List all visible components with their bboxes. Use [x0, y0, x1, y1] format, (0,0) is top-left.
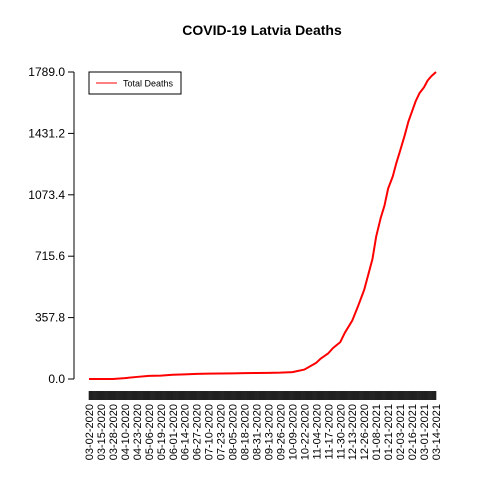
x-tick-label: 02-16-2021 — [407, 404, 419, 460]
x-tick-label: 09-13-2020 — [263, 404, 275, 460]
x-tick-label: 08-05-2020 — [228, 404, 240, 460]
x-tick-label: 02-03-2021 — [395, 404, 407, 460]
x-tick-label: 05-06-2020 — [144, 404, 156, 460]
x-tick-label: 06-01-2020 — [168, 404, 180, 460]
x-tick-label: 03-01-2021 — [419, 404, 431, 460]
x-tick-label: 12-26-2020 — [359, 404, 371, 460]
series-line-total-deaths — [89, 71, 437, 380]
x-tick-label: 08-18-2020 — [240, 404, 252, 460]
x-tick-strip — [89, 391, 436, 400]
x-tick-label: 11-04-2020 — [311, 404, 323, 459]
x-tick-label: 08-31-2020 — [252, 404, 264, 460]
y-tick-label: 0.0 — [48, 372, 65, 386]
y-tick-label: 357.8 — [35, 311, 65, 325]
x-tick-label: 03-02-2020 — [84, 404, 96, 460]
x-tick-label: 06-27-2020 — [192, 404, 204, 460]
x-tick-label: 04-10-2020 — [120, 404, 132, 460]
y-axis: 0.0 357.8 715.6 1073.4 1431.2 1789.0 — [28, 65, 75, 386]
x-tick-label: 05-19-2020 — [156, 404, 168, 460]
legend: Total Deaths — [88, 71, 182, 95]
plot-area — [89, 71, 437, 380]
x-tick-label: 10-09-2020 — [287, 404, 299, 460]
y-tick-label: 1073.4 — [28, 188, 65, 202]
x-tick-label: 03-15-2020 — [96, 404, 108, 460]
y-tick-label: 1789.0 — [28, 65, 65, 79]
x-tick-label: 11-30-2020 — [335, 404, 347, 459]
chart-title: COVID-19 Latvia Deaths — [182, 22, 342, 38]
y-tick-label: 1431.2 — [28, 126, 65, 140]
x-tick-label: 10-22-2020 — [299, 404, 311, 460]
x-axis: 03-02-2020 03-15-2020 03-28-2020 04-10-2020… — [84, 391, 443, 460]
y-tick-label: 715.6 — [35, 249, 65, 263]
x-tick-label: 09-26-2020 — [275, 404, 287, 460]
x-tick-label: 06-14-2020 — [180, 404, 192, 460]
x-tick-label: 03-14-2021 — [431, 404, 443, 460]
x-tick-label: 12-13-2020 — [347, 404, 359, 460]
x-tick-label: 07-10-2020 — [204, 404, 216, 460]
legend-box — [88, 71, 182, 95]
x-tick-label: 11-17-2020 — [323, 404, 335, 459]
x-tick-label: 01-08-2021 — [371, 404, 383, 460]
x-tick-label: 07-23-2020 — [216, 404, 228, 460]
x-tick-label: 01-21-2021 — [383, 404, 395, 460]
legend-label-total-deaths: Total Deaths — [123, 79, 174, 89]
x-tick-label: 04-23-2020 — [132, 404, 144, 460]
x-tick-label: 03-28-2020 — [108, 404, 120, 460]
